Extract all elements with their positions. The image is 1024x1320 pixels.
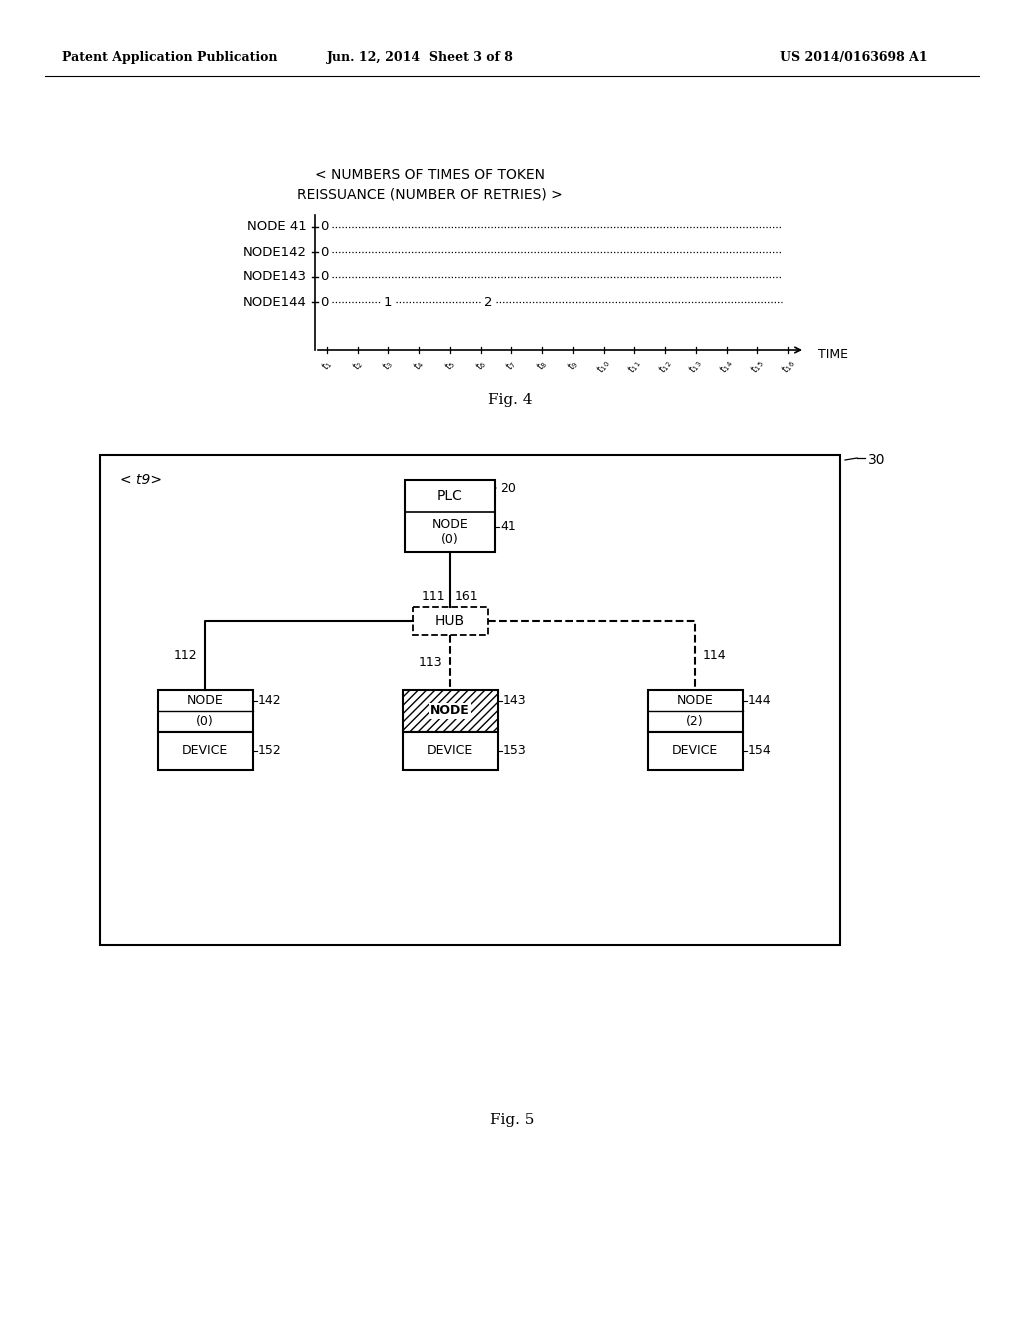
Text: NODE: NODE (430, 705, 470, 718)
Text: HUB: HUB (435, 614, 465, 628)
Text: $t_{12}$: $t_{12}$ (655, 356, 675, 376)
Bar (158, 733, 253, 770)
Text: NODE: NODE (186, 694, 223, 708)
Text: $t_{3}$: $t_{3}$ (380, 356, 397, 372)
Text: 143: 143 (503, 694, 526, 708)
Bar (100, 455, 840, 945)
Text: Patent Application Publication: Patent Application Publication (62, 51, 278, 65)
Text: $t_{1}$: $t_{1}$ (318, 356, 335, 372)
Text: < NUMBERS OF TIMES OF TOKEN: < NUMBERS OF TIMES OF TOKEN (315, 168, 545, 182)
Text: $t_{10}$: $t_{10}$ (594, 356, 613, 376)
Text: 153: 153 (503, 744, 526, 758)
Text: 161: 161 (455, 590, 478, 603)
Text: 152: 152 (257, 744, 282, 758)
Text: < t9>: < t9> (120, 473, 162, 487)
Text: 41: 41 (500, 520, 516, 533)
Bar (413, 607, 487, 635)
Text: 30: 30 (868, 453, 886, 467)
Text: $t_{2}$: $t_{2}$ (349, 356, 366, 372)
Text: $t_{15}$: $t_{15}$ (748, 356, 767, 376)
Bar (402, 733, 498, 770)
Text: 1: 1 (384, 296, 392, 309)
Text: $t_{9}$: $t_{9}$ (564, 356, 582, 372)
Text: NODE 41: NODE 41 (247, 220, 307, 234)
Text: (0): (0) (441, 533, 459, 546)
Text: 144: 144 (748, 694, 771, 708)
Text: REISSUANCE (NUMBER OF RETRIES) >: REISSUANCE (NUMBER OF RETRIES) > (297, 187, 563, 201)
Text: NODE144: NODE144 (243, 296, 307, 309)
Text: 114: 114 (703, 649, 727, 663)
Text: (2): (2) (686, 715, 703, 729)
Text: 0: 0 (319, 220, 329, 234)
Text: 111: 111 (421, 590, 445, 603)
Bar (158, 690, 253, 733)
Text: Fig. 5: Fig. 5 (489, 1113, 535, 1127)
Text: 0: 0 (319, 296, 329, 309)
Bar (402, 690, 498, 733)
Text: US 2014/0163698 A1: US 2014/0163698 A1 (780, 51, 928, 65)
Text: 2: 2 (484, 296, 493, 309)
Text: Jun. 12, 2014  Sheet 3 of 8: Jun. 12, 2014 Sheet 3 of 8 (327, 51, 513, 65)
Text: 113: 113 (419, 656, 442, 669)
Text: NODE142: NODE142 (243, 246, 307, 259)
Text: DEVICE: DEVICE (672, 744, 718, 758)
Text: $t_{6}$: $t_{6}$ (472, 356, 489, 372)
Text: 0: 0 (319, 246, 329, 259)
Text: $t_{16}$: $t_{16}$ (778, 356, 798, 376)
Text: PLC: PLC (437, 488, 463, 503)
Text: NODE: NODE (677, 694, 714, 708)
Text: $t_{8}$: $t_{8}$ (534, 356, 551, 372)
Text: NODE: NODE (432, 519, 468, 532)
Text: $t_{5}$: $t_{5}$ (441, 356, 459, 372)
Text: 142: 142 (257, 694, 282, 708)
Text: (0): (0) (197, 715, 214, 729)
Text: Fig. 4: Fig. 4 (487, 393, 532, 407)
Text: 112: 112 (173, 649, 197, 663)
Text: $t_{14}$: $t_{14}$ (717, 356, 736, 376)
Text: 154: 154 (748, 744, 771, 758)
Text: $t_{13}$: $t_{13}$ (686, 356, 706, 376)
Text: NODE143: NODE143 (243, 271, 307, 284)
Text: DEVICE: DEVICE (427, 744, 473, 758)
Bar (406, 480, 495, 552)
Bar (647, 733, 742, 770)
Text: $t_{7}$: $t_{7}$ (503, 356, 520, 372)
Text: DEVICE: DEVICE (182, 744, 228, 758)
Bar (647, 690, 742, 733)
Text: $t_{4}$: $t_{4}$ (411, 356, 428, 374)
Text: 20: 20 (500, 482, 516, 495)
Text: $t_{11}$: $t_{11}$ (625, 356, 644, 376)
Text: TIME: TIME (818, 347, 848, 360)
Text: 0: 0 (319, 271, 329, 284)
